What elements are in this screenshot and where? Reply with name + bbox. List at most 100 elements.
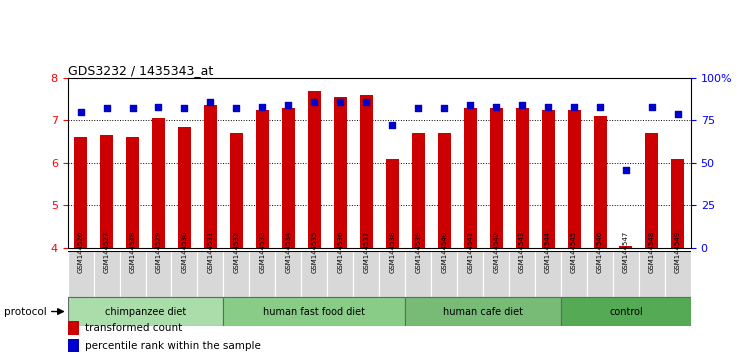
Point [490, 104, 502, 110]
Bar [152, 118, 165, 248]
Point [282, 102, 294, 108]
Bar [126, 137, 139, 248]
Bar [353, 251, 379, 297]
Text: GSM144539: GSM144539 [415, 231, 421, 273]
Text: GSM144527: GSM144527 [104, 231, 110, 273]
Bar [379, 251, 406, 297]
Bar [561, 297, 691, 326]
Bar [230, 133, 243, 248]
Bar [509, 251, 535, 297]
Text: GSM144537: GSM144537 [363, 231, 369, 273]
Bar [613, 251, 639, 297]
Bar [204, 105, 217, 248]
Bar [178, 127, 191, 248]
Text: GSM144540: GSM144540 [441, 231, 447, 273]
Bar [68, 321, 79, 335]
Bar [535, 251, 561, 297]
Point [412, 105, 424, 111]
Point [256, 104, 268, 110]
Text: GSM144531: GSM144531 [207, 231, 213, 273]
Point [101, 105, 113, 111]
Bar [282, 108, 295, 248]
Point [568, 104, 580, 110]
Bar [198, 251, 224, 297]
Text: GSM144542: GSM144542 [493, 231, 499, 273]
Bar [386, 159, 399, 248]
Bar [463, 108, 477, 248]
Bar [68, 297, 224, 326]
Bar [146, 251, 171, 297]
Bar [561, 251, 587, 297]
Text: GSM144526: GSM144526 [77, 231, 83, 273]
Bar [541, 110, 554, 248]
Point [152, 104, 164, 110]
Bar [490, 108, 502, 248]
Bar [431, 251, 457, 297]
Text: GSM144528: GSM144528 [129, 231, 135, 273]
Bar [645, 133, 659, 248]
Point [204, 99, 216, 104]
Point [74, 109, 86, 115]
Text: GSM144549: GSM144549 [675, 231, 681, 273]
Bar [483, 251, 509, 297]
Bar [327, 251, 353, 297]
Point [646, 104, 658, 110]
Text: GSM144548: GSM144548 [649, 231, 655, 273]
Bar [224, 297, 406, 326]
Bar [224, 251, 249, 297]
Text: protocol: protocol [4, 307, 47, 316]
Point [360, 99, 372, 104]
Text: GSM144534: GSM144534 [285, 231, 291, 273]
Text: chimpanzee diet: chimpanzee diet [105, 307, 186, 316]
Bar [100, 135, 113, 248]
Bar [516, 108, 529, 248]
Text: human cafe diet: human cafe diet [443, 307, 523, 316]
Bar [119, 251, 146, 297]
Text: GSM144546: GSM144546 [597, 231, 603, 273]
Text: GSM144533: GSM144533 [259, 231, 265, 273]
Text: GSM144536: GSM144536 [337, 231, 343, 273]
Point [309, 99, 321, 104]
Point [542, 104, 554, 110]
Bar [301, 251, 327, 297]
Text: GSM144544: GSM144544 [545, 231, 551, 273]
Text: GSM144541: GSM144541 [467, 231, 473, 273]
Point [231, 105, 243, 111]
Bar [171, 251, 198, 297]
Text: percentile rank within the sample: percentile rank within the sample [85, 341, 261, 350]
Bar [438, 133, 451, 248]
Bar [639, 251, 665, 297]
Point [516, 102, 528, 108]
Point [594, 104, 606, 110]
Text: GDS3232 / 1435343_at: GDS3232 / 1435343_at [68, 64, 213, 77]
Text: GSM144529: GSM144529 [155, 231, 161, 273]
Bar [620, 246, 632, 248]
Bar [568, 110, 581, 248]
Point [179, 105, 191, 111]
Bar [276, 251, 301, 297]
Text: transformed count: transformed count [85, 323, 182, 333]
Text: control: control [609, 307, 643, 316]
Bar [333, 97, 347, 248]
Text: human fast food diet: human fast food diet [264, 307, 365, 316]
Text: GSM144545: GSM144545 [571, 231, 577, 273]
Bar [256, 110, 269, 248]
Bar [406, 251, 431, 297]
Bar [587, 251, 613, 297]
Point [126, 105, 138, 111]
Text: GSM144547: GSM144547 [623, 231, 629, 273]
Bar [308, 91, 321, 248]
Bar [94, 251, 119, 297]
Bar [406, 297, 561, 326]
Bar [360, 95, 372, 248]
Bar [671, 159, 684, 248]
Bar [249, 251, 276, 297]
Text: GSM144543: GSM144543 [519, 231, 525, 273]
Text: GSM144530: GSM144530 [182, 231, 188, 273]
Point [438, 105, 450, 111]
Point [334, 99, 346, 104]
Text: GSM144538: GSM144538 [389, 231, 395, 273]
Bar [593, 116, 607, 248]
Text: GSM144535: GSM144535 [312, 231, 318, 273]
Point [672, 111, 684, 116]
